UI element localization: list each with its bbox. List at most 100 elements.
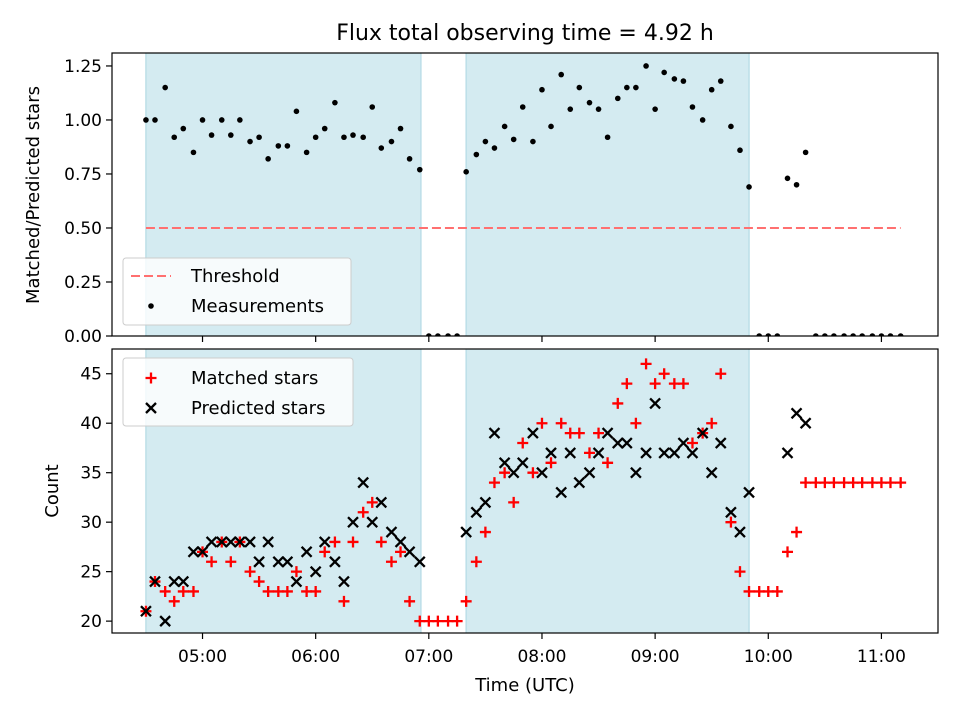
predicted-star-point xyxy=(413,555,426,568)
bottom-x-tick-label: 08:00 xyxy=(517,647,566,667)
predicted-star-point xyxy=(516,456,529,469)
measurement-point xyxy=(586,99,593,106)
measurement-point xyxy=(406,156,413,162)
measurement-point xyxy=(765,333,772,336)
matched-star-point xyxy=(488,477,500,489)
predicted-star-point xyxy=(272,555,285,568)
measurement-point xyxy=(208,132,215,138)
measurement-point xyxy=(350,132,356,138)
predicted-star-point xyxy=(527,427,539,439)
matched-star-point xyxy=(432,615,444,627)
matched-star-point xyxy=(706,417,718,429)
matched-star-point xyxy=(499,467,511,479)
measurement-point xyxy=(171,134,178,141)
measurement-point xyxy=(501,123,508,130)
measurement-point xyxy=(228,132,234,138)
predicted-star-point xyxy=(159,615,171,627)
measurement-point xyxy=(162,84,168,91)
matched-star-point xyxy=(253,576,265,588)
measurement-point xyxy=(237,117,243,123)
predicted-star-point xyxy=(583,466,596,479)
predicted-star-point xyxy=(696,427,709,439)
predicted-star-point xyxy=(640,447,652,459)
measurement-point xyxy=(445,333,451,336)
measurement-point xyxy=(869,333,876,336)
bottom-y-axis-label: Count xyxy=(42,464,63,517)
matched-star-point xyxy=(262,585,274,597)
measurement-point xyxy=(473,151,480,158)
predicted-star-point xyxy=(677,437,690,449)
top-y-tick-label: 1.00 xyxy=(64,111,102,131)
bottom-x-tick-label: 06:00 xyxy=(291,647,340,667)
predicted-star-point xyxy=(253,555,265,568)
matched-star-point xyxy=(357,506,369,518)
measurement-point xyxy=(180,125,187,132)
matched-star-point xyxy=(791,526,803,538)
measurement-point xyxy=(463,169,469,175)
predicted-star-point xyxy=(611,437,624,449)
predicted-star-point xyxy=(149,575,161,588)
measurement-point xyxy=(567,106,574,112)
bottom-observing-window-1 xyxy=(466,349,750,633)
matched-star-point xyxy=(612,397,624,409)
predicted-star-point xyxy=(394,536,407,548)
measurement-point xyxy=(530,138,536,145)
measurement-point xyxy=(321,125,328,132)
matched-star-point xyxy=(375,536,387,548)
measurement-point xyxy=(661,69,667,76)
matched-star-point xyxy=(658,368,670,380)
predicted-star-point xyxy=(488,427,501,439)
predicted-star-point xyxy=(460,526,472,538)
matched-star-point xyxy=(884,477,896,489)
measurement-point xyxy=(303,149,310,156)
measurement-point xyxy=(275,143,282,149)
predicted-star-point xyxy=(649,397,661,410)
measurement-point xyxy=(510,136,517,143)
measurement-point xyxy=(256,134,262,141)
legend-box xyxy=(122,257,352,326)
measurement-point xyxy=(624,84,630,91)
predicted-star-point xyxy=(300,546,313,558)
measurement-point xyxy=(774,333,781,336)
matched-star-point xyxy=(800,477,812,489)
measurement-point xyxy=(369,104,376,110)
predicted-star-point xyxy=(536,466,548,479)
chart-title: Flux total observing time = 4.92 h xyxy=(336,21,714,46)
matched-star-point xyxy=(385,556,397,568)
measurement-point xyxy=(341,134,347,141)
matched-star-point xyxy=(555,417,567,429)
measurement-point xyxy=(491,145,498,151)
predicted-star-point xyxy=(498,456,511,469)
legend-threshold-label: Threshold xyxy=(190,266,280,287)
legend-matched-label: Matched stars xyxy=(191,368,318,389)
matched-star-point xyxy=(177,585,189,597)
measurement-point xyxy=(482,138,489,145)
predicted-star-point xyxy=(357,476,370,489)
legend-measurements-label: Measurements xyxy=(191,296,324,317)
measurement-point xyxy=(604,134,611,141)
predicted-star-point xyxy=(318,536,331,548)
measurement-point xyxy=(643,63,649,69)
predicted-star-point xyxy=(375,496,388,509)
legend-predicted-label: Predicted stars xyxy=(191,398,325,419)
matched-star-point xyxy=(630,417,642,429)
measurement-point xyxy=(717,78,724,84)
predicted-star-point xyxy=(470,506,483,519)
measurement-point xyxy=(247,138,253,145)
matched-star-point xyxy=(583,447,595,459)
top-y-tick-label: 0.25 xyxy=(64,273,102,293)
predicted-star-point xyxy=(686,447,699,459)
predicted-star-point xyxy=(573,476,586,489)
predicted-star-point xyxy=(347,516,359,528)
measurement-point xyxy=(652,106,658,112)
predicted-star-point xyxy=(329,555,341,568)
matched-star-point xyxy=(347,536,359,548)
measurement-point xyxy=(831,333,837,336)
matched-star-point xyxy=(338,595,350,607)
matched-star-point xyxy=(168,595,180,607)
top-y-axis-label: Matched/Predicted stars xyxy=(23,86,44,304)
top-y-tick-label: 0.00 xyxy=(64,327,102,347)
matched-star-point xyxy=(460,595,472,607)
bottom-y-tick-label: 40 xyxy=(80,414,102,434)
matched-star-point xyxy=(329,536,341,548)
